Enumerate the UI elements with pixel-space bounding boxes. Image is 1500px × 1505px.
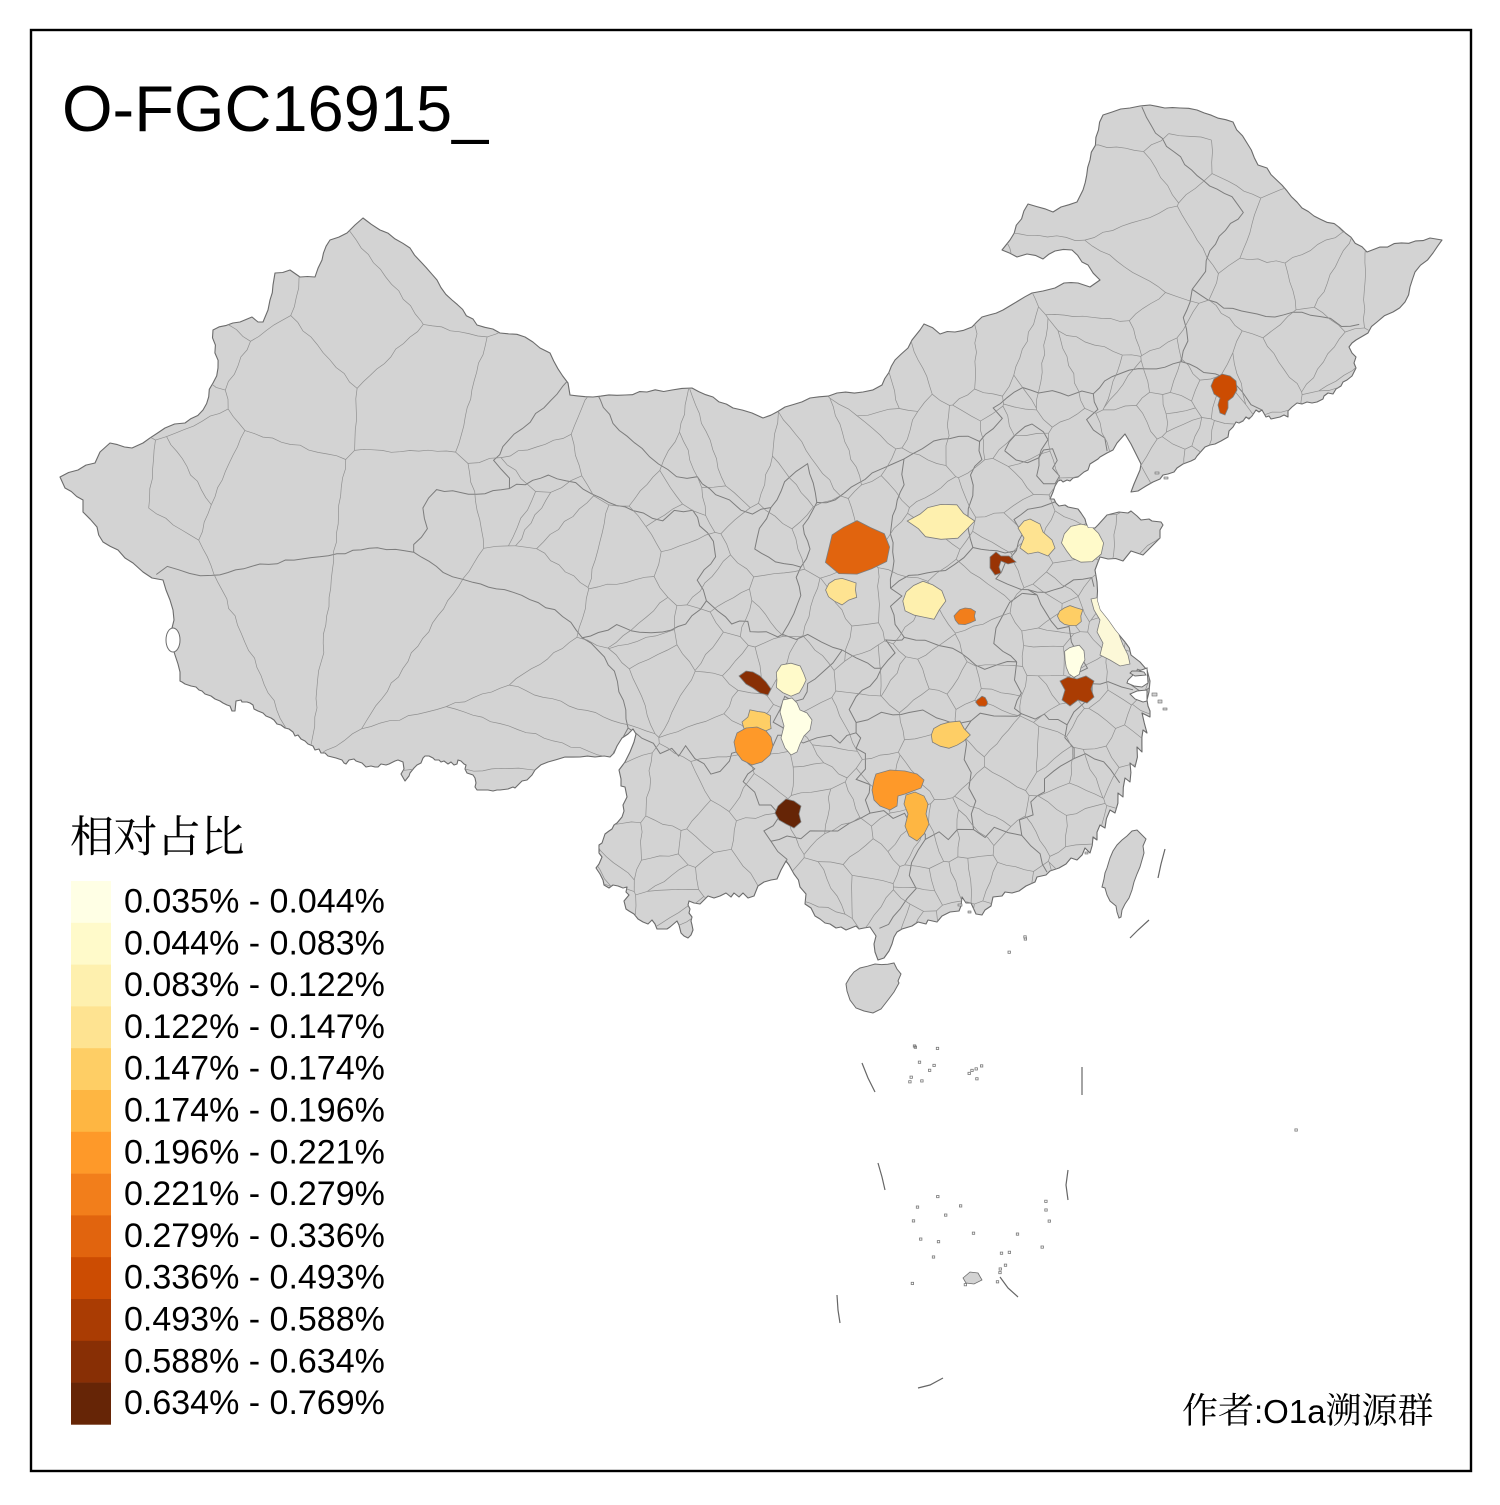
svg-text:0.221% - 0.279%: 0.221% - 0.279% (124, 1175, 385, 1213)
svg-text:0.147% - 0.174%: 0.147% - 0.174% (124, 1050, 385, 1088)
svg-text:O-FGC16915_: O-FGC16915_ (62, 72, 489, 145)
svg-text:0.174% - 0.196%: 0.174% - 0.196% (124, 1092, 385, 1130)
svg-text:0.035% - 0.044%: 0.035% - 0.044% (124, 883, 385, 921)
svg-text:0.634% - 0.769%: 0.634% - 0.769% (124, 1384, 385, 1422)
svg-text:0.044% - 0.083%: 0.044% - 0.083% (124, 924, 385, 962)
svg-text::O1a: :O1a (1254, 1393, 1326, 1430)
svg-text:0.196% - 0.221%: 0.196% - 0.221% (124, 1133, 385, 1171)
svg-text:0.493% - 0.588%: 0.493% - 0.588% (124, 1301, 385, 1339)
svg-text:0.122% - 0.147%: 0.122% - 0.147% (124, 1008, 385, 1046)
svg-text:0.336% - 0.493%: 0.336% - 0.493% (124, 1259, 385, 1297)
svg-text:0.083% - 0.122%: 0.083% - 0.122% (124, 966, 385, 1004)
svg-text:0.279% - 0.336%: 0.279% - 0.336% (124, 1217, 385, 1255)
svg-text:0.588% - 0.634%: 0.588% - 0.634% (124, 1342, 385, 1380)
